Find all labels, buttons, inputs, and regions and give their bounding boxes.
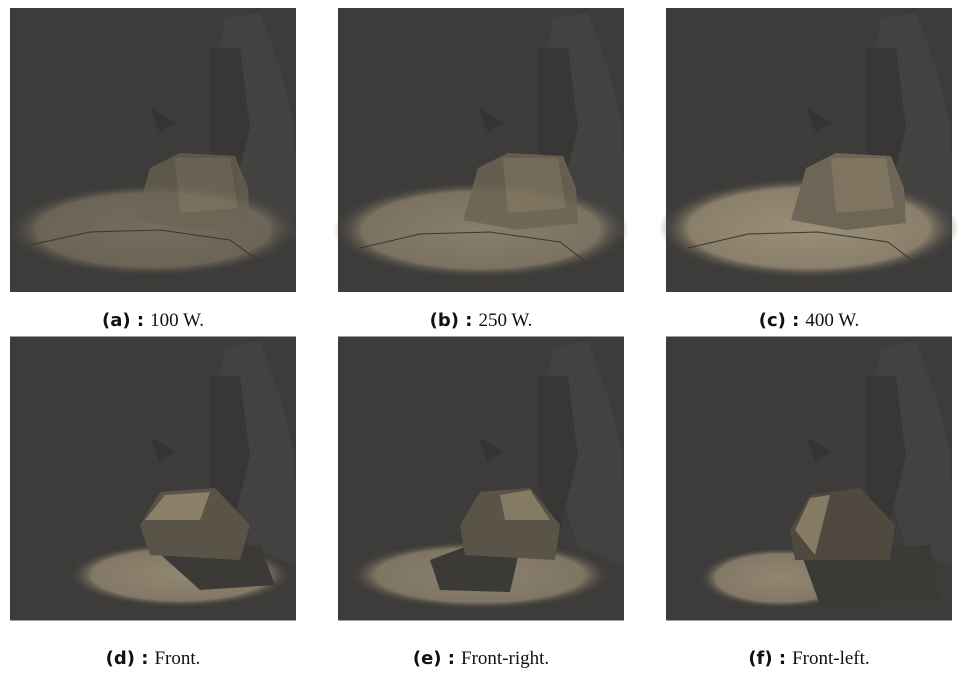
panel-label: (d) : [106,648,149,669]
panel-image [333,8,629,292]
panel-image [8,8,298,292]
panel-label: (f) : [748,648,786,669]
panel-label: (e) : [413,648,455,669]
panel-caption: (b) :250 W. [331,310,631,332]
panel-caption: (d) :Front. [3,648,303,670]
panel-image [659,8,959,292]
panel-caption: (c) :400 W. [659,310,959,332]
panel-caption: (f) : Front-left. [659,648,959,670]
panel-caption-text: Front-right. [461,648,549,669]
figure-page: (a) :100 W.(b) :250 W.(c) :400 W.(d) :Fr… [0,0,971,677]
panel-image [666,337,952,621]
panel-label: (b) : [430,310,473,331]
panel-caption-text: 250 W. [478,310,532,331]
panel-caption-text: Front. [154,648,200,669]
panel-caption-text: 400 W. [805,310,859,331]
panel-caption-text: Front-left. [792,648,870,669]
panel-label: (c) : [759,310,800,331]
panel-caption-text: 100 W. [150,310,204,331]
figure-images [0,0,971,677]
panel-image [10,337,296,621]
panel-caption: (e) : Front-right. [331,648,631,670]
panel-caption: (a) : 100 W. [3,310,303,332]
panel-image [338,337,624,621]
panel-label: (a) : [102,310,144,331]
